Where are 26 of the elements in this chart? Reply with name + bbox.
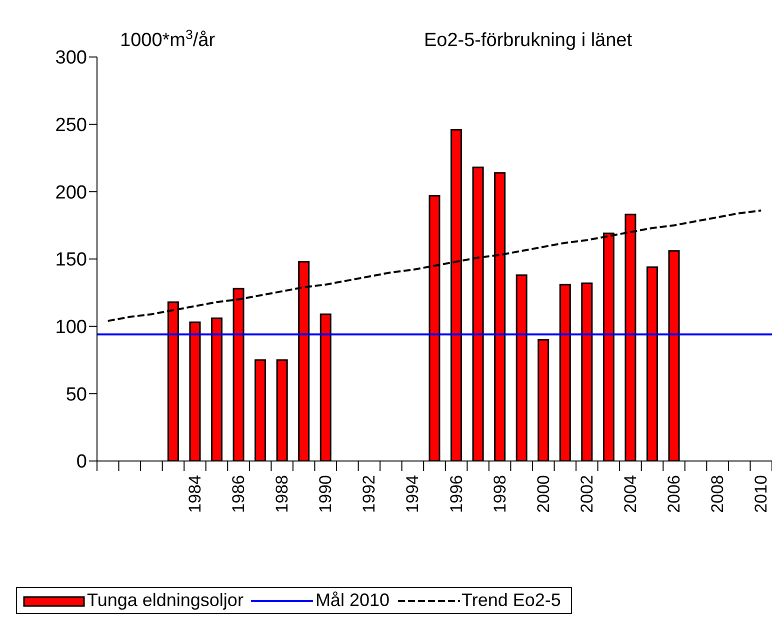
x-tick-label: 2000 <box>534 475 553 513</box>
y-axis-title: 1000*m$^{3}$/år <box>120 26 216 51</box>
x-tick-label: 1998 <box>490 475 510 513</box>
legend-label: Mål 2010 <box>314 590 390 611</box>
x-tick-label: 1996 <box>446 475 466 513</box>
y-tick-label: 0 <box>76 452 87 473</box>
y-tick-label: 300 <box>55 48 87 69</box>
x-tick-label: 2002 <box>577 475 596 513</box>
x-tick-label: 1992 <box>360 475 379 513</box>
x-tick-label: 1984 <box>185 475 204 513</box>
y-tick-label: 50 <box>66 384 87 406</box>
y-tick-label: 100 <box>55 317 87 338</box>
x-tick-label: 1990 <box>316 475 336 513</box>
y-tick-label: 250 <box>55 115 87 136</box>
x-tick-label: 1988 <box>272 475 292 513</box>
y-tick-label: 200 <box>55 182 87 204</box>
y-tick-label: 150 <box>55 250 87 271</box>
x-tick-label: 2010 <box>752 475 771 513</box>
legend-label: Tunga eldningsoljor <box>86 590 244 611</box>
x-tick-label: 2006 <box>664 475 684 513</box>
x-tick-label: 1994 <box>403 475 422 513</box>
x-tick-label: 2008 <box>708 475 728 513</box>
legend-label: Trend Eo2-5 <box>460 590 561 611</box>
x-tick-label: 1986 <box>229 475 248 513</box>
x-tick-label: 2004 <box>620 475 640 513</box>
chart-title: Eo2-5-förbrukning i länet <box>424 30 633 51</box>
